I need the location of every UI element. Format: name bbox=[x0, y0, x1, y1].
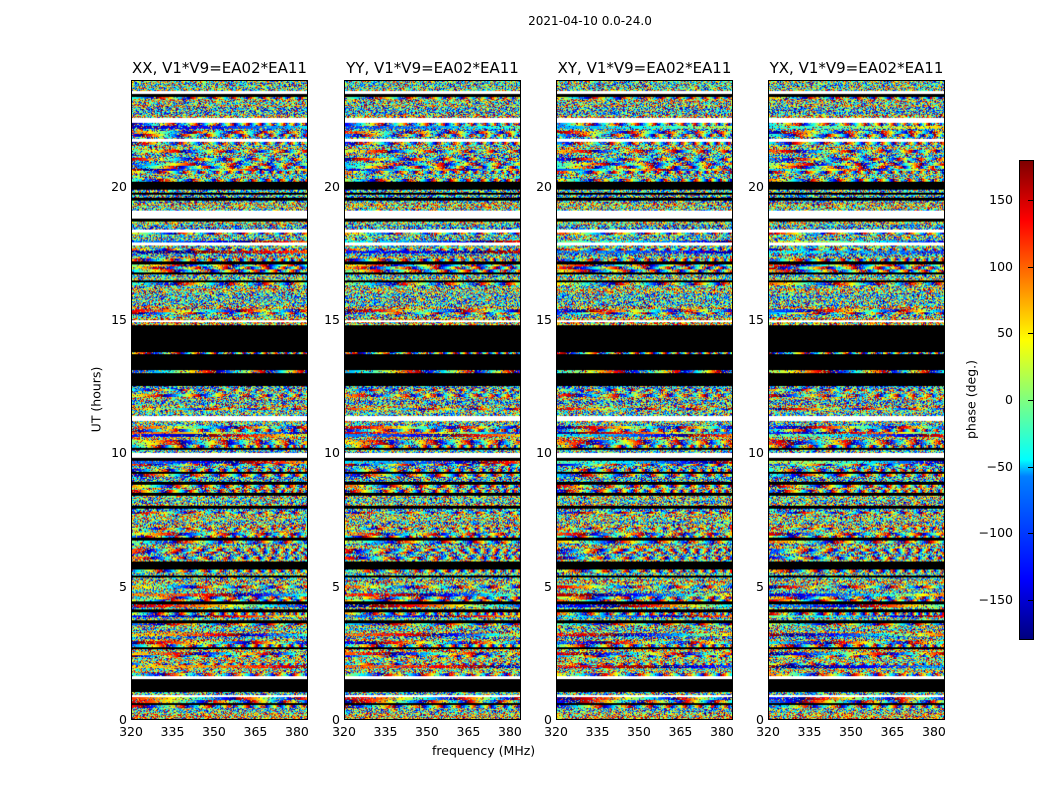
colorbar-tick-mark bbox=[1028, 533, 1034, 535]
x-tick-label: 335 bbox=[797, 724, 822, 739]
x-tick-label: 320 bbox=[332, 724, 356, 739]
heatmap-cells bbox=[345, 81, 520, 719]
x-tick-label: 320 bbox=[756, 724, 780, 739]
x-tick-label: 380 bbox=[285, 724, 309, 739]
y-tick-label: 10 bbox=[536, 445, 552, 461]
y-tick-label: 15 bbox=[748, 312, 764, 327]
y-tick-label: 15 bbox=[536, 312, 552, 327]
colorbar-tick-mark bbox=[1028, 600, 1034, 601]
y-axis-label: UT (hours) bbox=[88, 366, 104, 433]
x-tick-label: 350 bbox=[627, 724, 651, 739]
y-tick-label: 0 bbox=[756, 712, 764, 727]
x-tick-label: 365 bbox=[668, 724, 693, 739]
heatmap-cells bbox=[132, 81, 307, 719]
x-tick-label: 320 bbox=[119, 724, 143, 739]
colorbar-tick-label: −100 bbox=[978, 525, 1013, 541]
y-tick-label: 0 bbox=[544, 712, 552, 727]
y-tick-label: 5 bbox=[119, 578, 127, 594]
y-tick-label: 5 bbox=[544, 578, 552, 594]
heatmap-panel-3 bbox=[556, 80, 733, 720]
y-tick-label: 20 bbox=[324, 178, 340, 194]
x-tick-label: 350 bbox=[415, 724, 439, 739]
heatmap-panel-2 bbox=[344, 80, 521, 720]
x-tick-label: 380 bbox=[498, 724, 522, 739]
colorbar-tick-mark bbox=[1028, 466, 1034, 468]
y-tick-label: 20 bbox=[748, 178, 764, 194]
x-tick-label: 350 bbox=[202, 724, 226, 739]
y-tick-label: 15 bbox=[324, 312, 340, 327]
y-tick-label: 5 bbox=[756, 578, 764, 594]
x-tick-label: 380 bbox=[922, 724, 946, 739]
y-tick-label: 0 bbox=[119, 712, 127, 727]
colorbar-tick-mark bbox=[1028, 200, 1034, 201]
x-axis-label: frequency (MHz) bbox=[432, 743, 536, 758]
colorbar-tick-label: 100 bbox=[989, 258, 1013, 274]
panel-title: YY, V1*V9=EA02*EA11 bbox=[346, 59, 519, 77]
x-tick-label: 350 bbox=[839, 724, 863, 739]
y-tick-label: 5 bbox=[332, 578, 340, 594]
heatmap-panel-4 bbox=[768, 80, 945, 720]
heatmap-cells bbox=[557, 81, 732, 719]
colorbar-tick-label: 150 bbox=[989, 192, 1013, 207]
y-tick-label: 0 bbox=[332, 712, 340, 727]
heatmap-cells bbox=[769, 81, 944, 719]
y-tick-label: 20 bbox=[536, 178, 552, 194]
colorbar-tick-label: 0 bbox=[1005, 392, 1013, 407]
x-tick-label: 335 bbox=[585, 724, 610, 739]
x-tick-label: 365 bbox=[880, 724, 905, 739]
y-tick-label: 15 bbox=[111, 312, 127, 327]
colorbar-tick-label: 50 bbox=[997, 325, 1013, 341]
y-tick-label: 10 bbox=[111, 445, 127, 461]
colorbar-tick-label: −150 bbox=[978, 592, 1013, 607]
heatmap-panel-1 bbox=[131, 80, 308, 720]
colorbar-tick-mark bbox=[1028, 333, 1034, 335]
panel-title: YX, V1*V9=EA02*EA11 bbox=[769, 59, 944, 77]
colorbar-tick-label: −50 bbox=[986, 458, 1013, 474]
x-tick-label: 320 bbox=[544, 724, 568, 739]
panel-title: XX, V1*V9=EA02*EA11 bbox=[132, 59, 307, 77]
y-tick-label: 10 bbox=[748, 445, 764, 461]
panel-title: XY, V1*V9=EA02*EA11 bbox=[557, 59, 732, 77]
x-tick-label: 365 bbox=[456, 724, 481, 739]
figure-title: 2021-04-10 0.0-24.0 bbox=[528, 14, 652, 28]
x-tick-label: 380 bbox=[710, 724, 734, 739]
colorbar-tick-mark bbox=[1028, 266, 1034, 268]
y-tick-label: 10 bbox=[324, 445, 340, 461]
colorbar-label: phase (deg.) bbox=[963, 360, 979, 439]
colorbar-tick-mark bbox=[1028, 400, 1034, 401]
x-tick-label: 365 bbox=[243, 724, 268, 739]
x-tick-label: 335 bbox=[160, 724, 185, 739]
x-tick-label: 335 bbox=[373, 724, 398, 739]
y-tick-label: 20 bbox=[111, 178, 127, 194]
